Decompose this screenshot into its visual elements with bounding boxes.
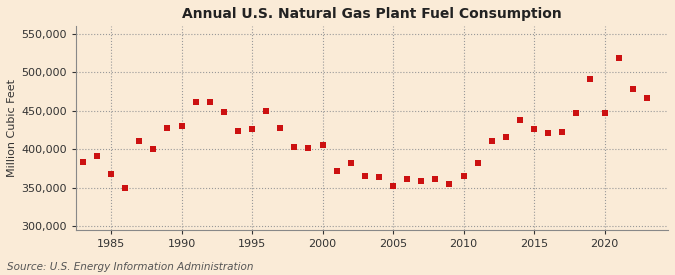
Point [458,174,469,178]
Point [346,161,356,165]
Point [614,56,624,60]
Point [78,160,88,164]
Point [219,109,230,114]
Point [416,179,427,184]
Point [331,169,342,173]
Point [387,184,398,188]
Point [233,129,244,134]
Point [119,186,130,191]
Point [543,131,554,135]
Point [627,87,638,92]
Point [105,172,116,177]
Point [529,127,539,131]
Point [444,182,455,186]
Point [162,125,173,130]
Point [514,118,525,122]
Point [303,146,314,151]
Point [402,177,412,181]
Point [472,161,483,165]
Text: Source: U.S. Energy Information Administration: Source: U.S. Energy Information Administ… [7,262,253,272]
Point [289,145,300,149]
Point [246,127,257,131]
Point [500,135,511,139]
Point [317,142,328,147]
Point [585,77,596,81]
Point [275,126,286,131]
Point [430,177,441,181]
Point [487,139,497,144]
Point [599,111,610,115]
Y-axis label: Million Cubic Feet: Million Cubic Feet [7,79,17,177]
Point [373,175,384,179]
Point [190,100,201,104]
Point [360,174,371,178]
Point [557,130,568,134]
Title: Annual U.S. Natural Gas Plant Fuel Consumption: Annual U.S. Natural Gas Plant Fuel Consu… [182,7,562,21]
Point [641,96,652,101]
Point [92,154,103,158]
Point [205,99,215,104]
Point [134,139,144,144]
Point [261,109,271,113]
Point [571,111,582,115]
Point [148,147,159,151]
Point [176,124,187,128]
